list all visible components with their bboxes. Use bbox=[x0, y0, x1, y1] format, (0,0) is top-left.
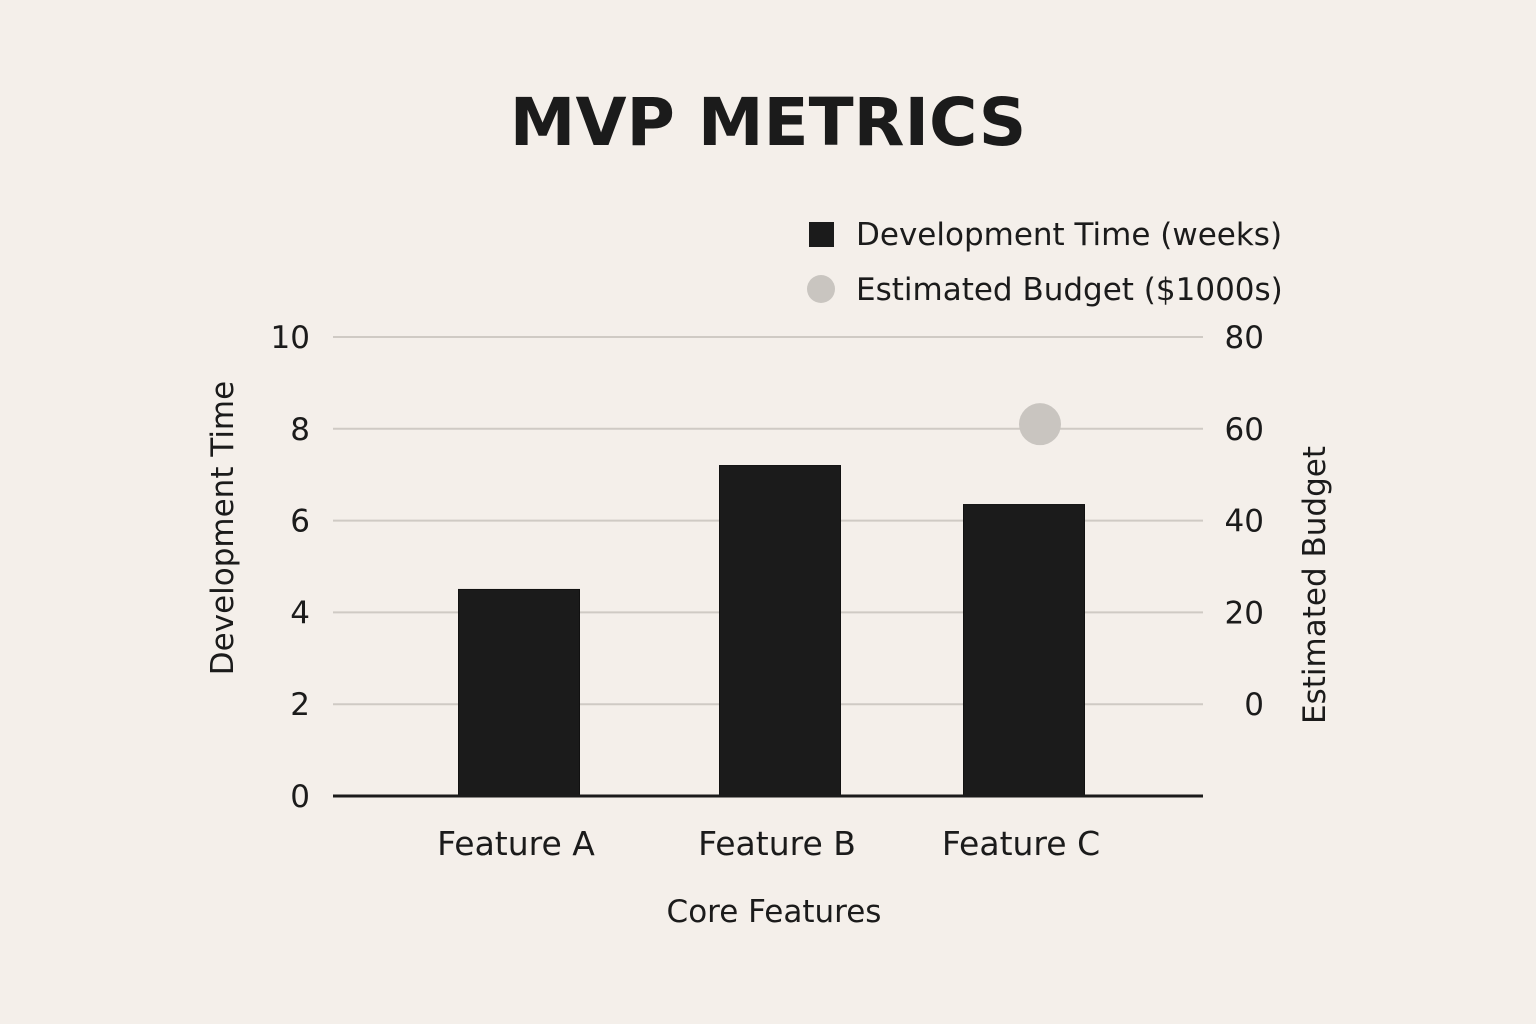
right-tick-label-20: 20 bbox=[1225, 595, 1264, 631]
x-tick-label-feature-a: Feature A bbox=[437, 824, 595, 863]
x-tick-label-feature-b: Feature B bbox=[698, 824, 856, 863]
bar-feature-a bbox=[458, 588, 580, 797]
legend-label-estimated-budget: Estimated Budget ($1000s) bbox=[856, 272, 1283, 308]
right-axis-title: Estimated Budget bbox=[1297, 446, 1333, 724]
left-tick-label-10: 10 bbox=[271, 320, 310, 356]
right-axis-ticks: 0 20 40 60 80 bbox=[1225, 320, 1264, 723]
x-tick-label-feature-c: Feature C bbox=[942, 824, 1100, 863]
left-tick-label-2: 2 bbox=[290, 687, 310, 723]
x-axis-title: Core Features bbox=[667, 894, 882, 930]
right-tick-label-40: 40 bbox=[1225, 504, 1264, 540]
legend: Development Time (weeks) Estimated Budge… bbox=[807, 217, 1283, 308]
x-axis-ticks: Feature A Feature B Feature C bbox=[437, 824, 1100, 863]
left-tick-label-4: 4 bbox=[290, 595, 310, 631]
bar-feature-c bbox=[963, 504, 1085, 797]
chart-title: MVP METRICS bbox=[510, 84, 1026, 161]
legend-swatch-development-time bbox=[809, 222, 834, 247]
legend-label-development-time: Development Time (weeks) bbox=[856, 217, 1282, 253]
budget-points bbox=[1019, 403, 1061, 446]
left-tick-label-8: 8 bbox=[290, 412, 310, 448]
budget-point-feature-c bbox=[1019, 403, 1061, 446]
bars bbox=[458, 465, 1085, 797]
left-tick-label-6: 6 bbox=[290, 504, 310, 540]
legend-swatch-estimated-budget bbox=[807, 275, 835, 303]
right-tick-label-80: 80 bbox=[1225, 320, 1264, 356]
left-axis-title: Development Time bbox=[205, 381, 241, 675]
left-tick-label-0: 0 bbox=[290, 779, 310, 815]
right-tick-label-60: 60 bbox=[1225, 412, 1264, 448]
right-tick-label-0: 0 bbox=[1244, 687, 1264, 723]
bar-feature-b bbox=[719, 465, 841, 797]
left-axis-ticks: 0 2 4 6 8 10 bbox=[271, 320, 310, 815]
